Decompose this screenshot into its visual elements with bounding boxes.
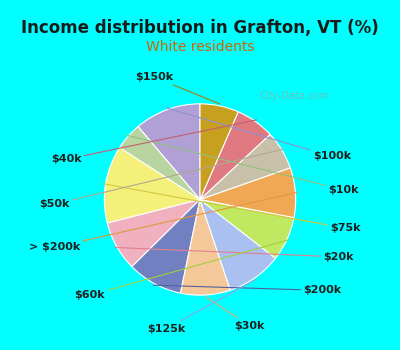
Text: $150k: $150k [135, 72, 220, 104]
Wedge shape [138, 104, 200, 199]
Text: $60k: $60k [75, 240, 289, 300]
Wedge shape [104, 148, 200, 223]
Text: $100k: $100k [166, 108, 351, 161]
Text: $125k: $125k [147, 279, 256, 334]
Text: City-Data.com: City-Data.com [259, 91, 329, 101]
Wedge shape [200, 199, 294, 258]
Wedge shape [200, 112, 270, 200]
Wedge shape [107, 199, 200, 267]
Wedge shape [200, 134, 290, 200]
Text: $30k: $30k [206, 297, 265, 331]
Text: > $200k: > $200k [29, 193, 297, 252]
Wedge shape [200, 168, 296, 218]
Text: $75k: $75k [104, 184, 361, 233]
Text: $20k: $20k [115, 247, 354, 262]
Wedge shape [200, 104, 238, 199]
Text: $40k: $40k [51, 120, 256, 164]
Wedge shape [120, 127, 200, 200]
Text: $200k: $200k [153, 285, 342, 295]
Text: White residents: White residents [146, 40, 254, 54]
Text: Income distribution in Grafton, VT (%): Income distribution in Grafton, VT (%) [21, 19, 379, 37]
Wedge shape [132, 199, 200, 293]
Text: $50k: $50k [39, 149, 284, 209]
Wedge shape [180, 199, 230, 295]
Wedge shape [200, 199, 276, 290]
Text: $10k: $10k [126, 135, 359, 195]
